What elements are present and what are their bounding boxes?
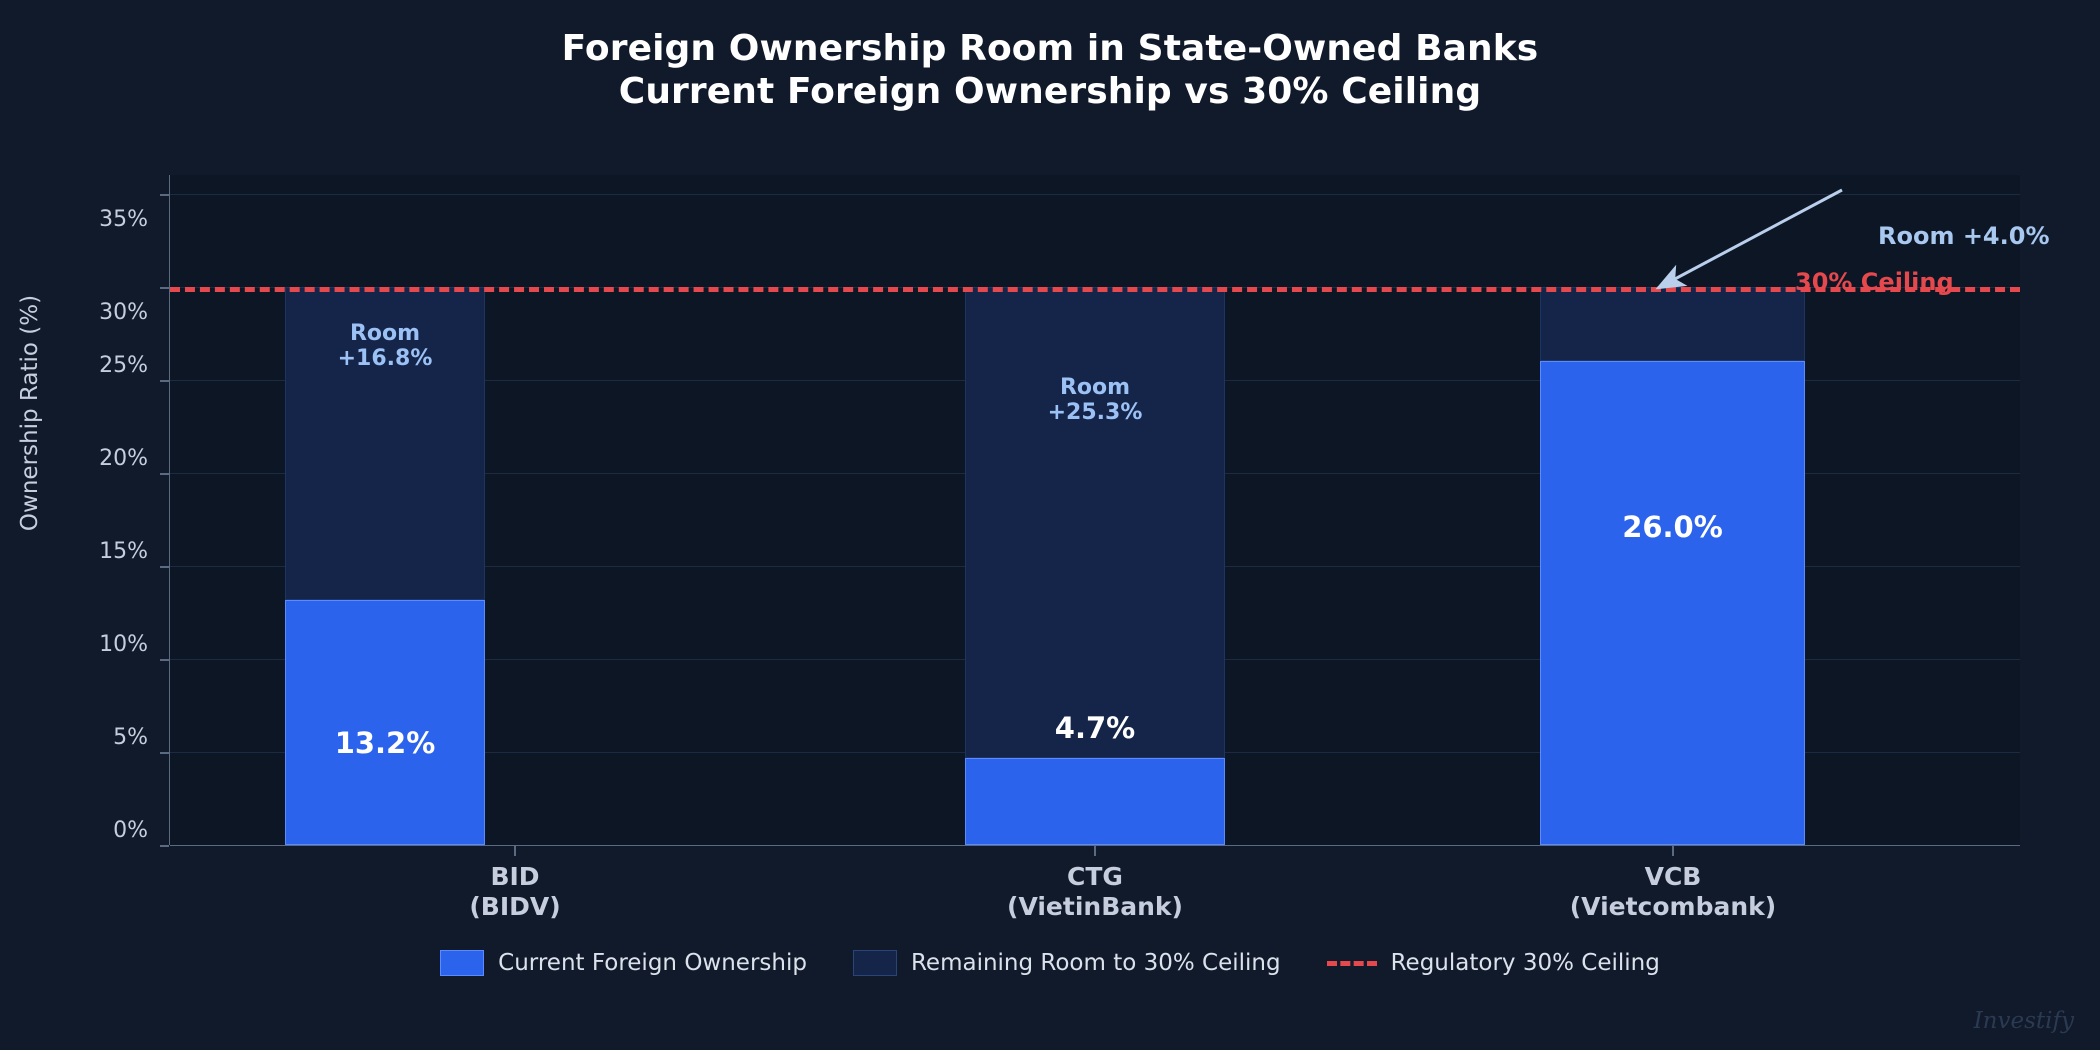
bar-group-vcb[interactable]: 26.0% [1540,175,1805,845]
y-tick-mark-25 [160,380,169,382]
x-tick-label-ctg: CTG (VietinBank) [885,862,1305,922]
legend-swatch-room-icon [852,950,897,976]
y-tick-label-25: 25% [99,353,148,378]
y-tick-mark-5 [160,752,169,754]
x-tick-label-bid-name: (BIDV) [469,892,561,921]
bar-current-bid[interactable]: 13.2% [285,600,485,845]
legend-swatch-ceiling-icon [1326,960,1377,966]
x-tick-mark-bid [514,846,516,856]
legend-swatch-current-icon [440,950,485,976]
x-tick-mark-ctg [1094,846,1096,856]
y-tick-mark-30 [160,287,169,289]
y-tick-mark-15 [160,566,169,568]
x-tick-label-ctg-code: CTG [1067,862,1123,891]
y-tick-mark-10 [160,659,169,661]
chart-title-line-2: Current Foreign Ownership vs 30% Ceiling [618,70,1482,112]
y-tick-label-20: 20% [99,446,148,471]
y-tick-mark-0 [160,845,169,847]
annotation-room-vcb: Room +4.0% [1878,222,2050,250]
x-tick-label-bid: BID (BIDV) [305,862,725,922]
y-tick-label-5: 5% [113,725,148,750]
bar-value-label-ctg: 4.7% [1054,711,1136,745]
bar-current-vcb[interactable]: 26.0% [1540,361,1805,845]
gridline-35 [170,194,2020,195]
chart-legend: Current Foreign Ownership Remaining Room… [0,950,2100,976]
room-label-bid: Room +16.8% [285,321,485,371]
x-axis-spine [170,845,2020,846]
legend-label-ceiling: Regulatory 30% Ceiling [1390,950,1660,976]
bar-room-ctg[interactable] [965,287,1225,758]
bar-value-label-vcb: 26.0% [1622,510,1723,544]
chart-title-line-1: Foreign Ownership Room in State-Owned Ba… [561,28,1539,69]
y-tick-mark-20 [160,473,169,475]
legend-label-current: Current Foreign Ownership [498,950,807,976]
x-tick-label-vcb-code: VCB [1644,862,1702,891]
bar-group-bid[interactable]: 13.2% Room +16.8% [285,175,485,845]
y-tick-label-30: 30% [99,300,148,325]
y-tick-mark-35 [160,194,169,196]
bar-room-vcb[interactable] [1540,287,1805,361]
legend-item-regulatory-ceiling[interactable]: Regulatory 30% Ceiling [1326,950,1660,976]
x-tick-label-vcb-name: (Vietcombank) [1569,892,1777,921]
ceiling-reference-line [170,287,2020,292]
room-label-bid-amount: +16.8% [337,345,433,371]
bar-room-bid[interactable] [285,287,485,600]
plot-area: 13.2% Room +16.8% 4.7% Room +25.3% 26.0% [170,175,2020,845]
x-tick-label-ctg-name: (VietinBank) [1007,892,1183,921]
legend-item-remaining-room[interactable]: Remaining Room to 30% Ceiling [852,950,1281,976]
bar-current-ctg[interactable] [965,758,1225,845]
room-label-bid-title: Room [349,320,421,346]
watermark: Investify [1973,1008,2074,1034]
y-tick-label-35: 35% [99,207,148,232]
room-label-ctg: Room +25.3% [965,375,1225,425]
y-axis-title: Ownership Ratio (%) [17,294,43,532]
bar-value-label-bid: 13.2% [334,726,436,760]
annotation-ceiling: 30% Ceiling [1795,268,1954,296]
x-tick-mark-vcb [1672,846,1674,856]
room-label-ctg-amount: +25.3% [1047,399,1143,425]
bar-group-ctg[interactable]: 4.7% Room +25.3% [965,175,1225,845]
legend-label-room: Remaining Room to 30% Ceiling [910,950,1281,976]
y-tick-label-15: 15% [99,539,148,564]
y-tick-label-0: 0% [113,818,148,843]
chart-title: Foreign Ownership Room in State-Owned Ba… [0,28,2100,114]
x-tick-label-bid-code: BID [490,862,540,891]
legend-item-current-ownership[interactable]: Current Foreign Ownership [440,950,807,976]
y-tick-label-10: 10% [99,632,148,657]
room-label-ctg-title: Room [1059,374,1131,400]
x-tick-label-vcb: VCB (Vietcombank) [1463,862,1883,922]
